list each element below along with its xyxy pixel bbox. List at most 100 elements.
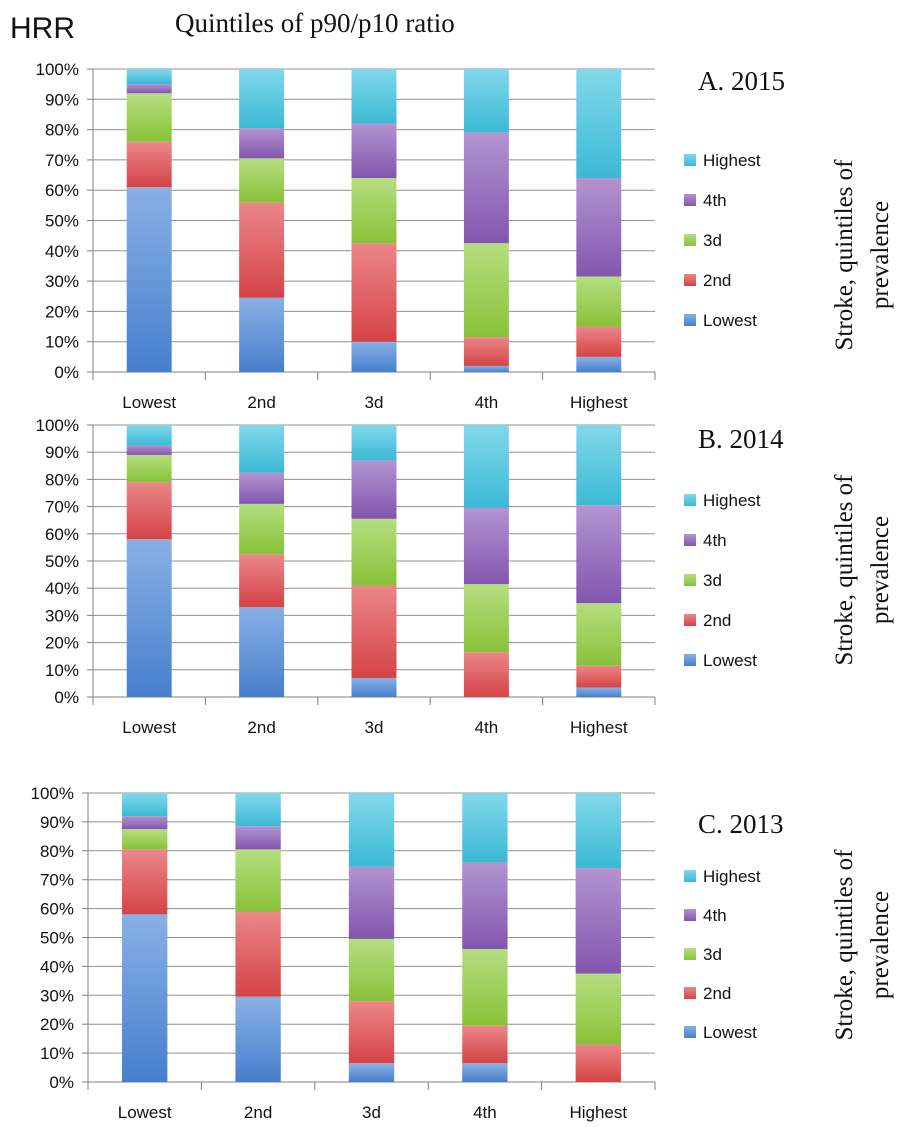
legend-swatch-highest	[684, 154, 696, 166]
bar-segment-lowest-3d	[351, 677, 397, 697]
bar-segment-2nd-lowest	[126, 141, 172, 188]
y-tick-label: 20%	[45, 634, 79, 653]
legend-swatch-4th	[684, 909, 696, 921]
figure-region-label: HRR	[10, 12, 75, 45]
y-tick-label: 20%	[45, 302, 79, 321]
x-tick-label: 2nd	[247, 718, 275, 737]
bar-segment-lowest-3d	[348, 1063, 395, 1082]
y-tick-label: 0%	[54, 688, 79, 707]
y-tick-label: 100%	[31, 784, 74, 803]
bar-segment-highest-4th	[463, 69, 509, 133]
bar-segment-highest-4th	[463, 425, 509, 508]
bar-segment-2nd-3d	[351, 585, 397, 678]
y-tick-label: 10%	[45, 333, 79, 352]
panel-title: B. 2014	[698, 424, 784, 454]
legend-label: Lowest	[703, 311, 757, 330]
y-tick-label: 100%	[36, 416, 79, 435]
bar-segment-3d-2nd	[239, 503, 285, 555]
bar-segment-highest-2nd	[239, 69, 285, 129]
y-tick-label: 60%	[45, 525, 79, 544]
y-tick-label: 40%	[45, 579, 79, 598]
legend-swatch-2nd	[684, 614, 696, 626]
legend-swatch-highest	[684, 870, 696, 882]
bar-segment-3d-lowest	[126, 454, 172, 483]
legend-label: Lowest	[703, 651, 757, 670]
bar-segment-3d-2nd	[239, 158, 285, 203]
bar-segment-2nd-3d	[351, 243, 397, 342]
y-tick-label: 50%	[45, 552, 79, 571]
legend-label: 2nd	[703, 271, 731, 290]
y-tick-label: 80%	[40, 842, 74, 861]
bar-segment-2nd-3d	[348, 1001, 395, 1064]
x-tick-label: 2nd	[247, 393, 275, 412]
bar-segment-4th-3d	[351, 123, 397, 179]
bar-segment-lowest-2nd	[239, 607, 285, 697]
x-tick-label: 2nd	[244, 1103, 272, 1122]
y-tick-label: 10%	[45, 661, 79, 680]
x-tick-label: Highest	[570, 718, 628, 737]
y-tick-label: 30%	[45, 272, 79, 291]
y-axis-title: Stroke, quintiles of prevalence	[831, 849, 894, 1041]
x-tick-label: Highest	[569, 1103, 627, 1122]
legend-label: Highest	[703, 867, 761, 886]
bar-segment-4th-2nd	[239, 128, 285, 159]
legend-label: 4th	[703, 906, 727, 925]
bar-segment-lowest-highest	[576, 687, 622, 697]
bar-segment-highest-3d	[351, 425, 397, 461]
bar-segment-lowest-2nd	[235, 996, 281, 1082]
bar-segment-3d-highest	[576, 276, 622, 327]
legend-swatch-2nd	[684, 987, 696, 999]
legend-swatch-3d	[684, 574, 696, 586]
legend-swatch-lowest	[684, 654, 696, 666]
bar-segment-3d-2nd	[235, 849, 281, 912]
bar-segment-2nd-highest	[576, 665, 622, 688]
legend-swatch-highest	[684, 494, 696, 506]
bar-segment-3d-4th	[462, 949, 508, 1026]
bar-segment-3d-3d	[351, 178, 397, 244]
y-tick-label: 60%	[40, 900, 74, 919]
y-tick-label: 90%	[45, 90, 79, 109]
bar-segment-3d-4th	[463, 243, 509, 338]
x-tick-label: 3d	[365, 393, 384, 412]
y-tick-label: 0%	[49, 1073, 74, 1092]
y-tick-label: 20%	[40, 1015, 74, 1034]
legend-label: 2nd	[703, 984, 731, 1003]
bar-segment-highest-lowest	[122, 793, 168, 817]
bar-segment-4th-3d	[351, 460, 397, 519]
legend-swatch-2nd	[684, 274, 696, 286]
bar-segment-lowest-3d	[351, 341, 397, 372]
bar-segment-2nd-2nd	[239, 202, 285, 298]
bar-segment-lowest-highest	[576, 356, 622, 372]
y-tick-label: 70%	[45, 151, 79, 170]
legend-label: Lowest	[703, 1023, 757, 1042]
y-tick-label: 10%	[40, 1044, 74, 1063]
bar-segment-2nd-4th	[463, 652, 509, 697]
y-tick-label: 30%	[45, 606, 79, 625]
bar-segment-4th-lowest	[126, 84, 172, 94]
legend-swatch-4th	[684, 194, 696, 206]
x-tick-label: 3d	[365, 718, 384, 737]
legend-swatch-lowest	[684, 314, 696, 326]
bar-segment-highest-2nd	[235, 793, 281, 827]
y-tick-label: 40%	[45, 242, 79, 261]
bar-segment-lowest-lowest	[126, 187, 172, 372]
bar-segment-lowest-4th	[463, 365, 509, 372]
bar-segment-lowest-4th	[462, 1063, 508, 1082]
bar-segment-4th-highest	[575, 868, 621, 974]
legend-swatch-4th	[684, 534, 696, 546]
y-tick-label: 90%	[45, 443, 79, 462]
y-tick-label: 90%	[40, 813, 74, 832]
x-tick-label: 3d	[362, 1103, 381, 1122]
chart-panel-3: 0% 10% 20% 30% 40% 50% 60% 70% 80% 90% 100% Lowest 2…	[31, 784, 894, 1122]
bar-segment-2nd-lowest	[126, 482, 172, 540]
y-tick-label: 0%	[54, 363, 79, 382]
legend-swatch-lowest	[684, 1026, 696, 1038]
bar-segment-highest-3d	[351, 69, 397, 124]
y-tick-label: 60%	[45, 181, 79, 200]
bar-segment-4th-highest	[576, 505, 622, 604]
x-tick-label: Highest	[570, 393, 628, 412]
bar-segment-3d-4th	[463, 584, 509, 653]
y-tick-label: 80%	[45, 121, 79, 140]
bar-segment-4th-3d	[348, 866, 395, 939]
